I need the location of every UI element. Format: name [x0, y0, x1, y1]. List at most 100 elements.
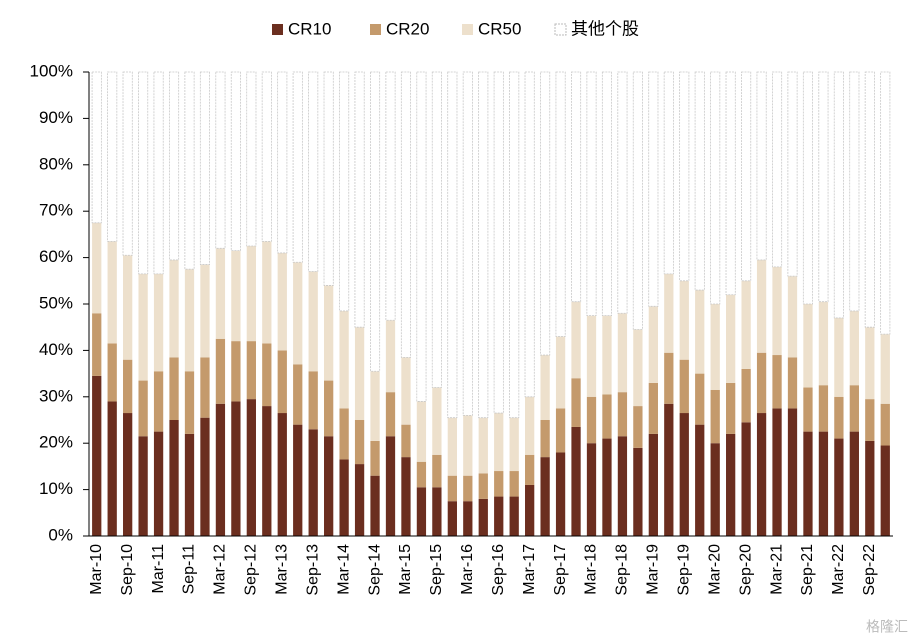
bar-segment: [586, 396, 597, 444]
bar-segment: [695, 290, 705, 374]
bar-segment: [865, 327, 875, 400]
bar-segment: [277, 350, 287, 414]
bar-segment: [571, 301, 581, 379]
bar-segment: [772, 408, 782, 536]
bar-segment: [540, 457, 550, 536]
bar-segment: [339, 71, 350, 312]
bar-segment: [292, 71, 303, 263]
bar-segment: [803, 387, 813, 432]
bar-segment: [308, 371, 318, 430]
bar-segment: [617, 392, 628, 437]
bar-segment: [138, 71, 149, 275]
bar-segment: [230, 71, 241, 252]
x-tick-label: Mar-11: [150, 544, 167, 594]
bar-segment: [802, 71, 813, 305]
bar-segment: [107, 343, 117, 402]
bar-segment: [478, 71, 489, 419]
bar-segment: [586, 71, 597, 317]
bar-segment: [246, 341, 256, 400]
bar-segment: [153, 431, 164, 536]
bar-segment: [772, 71, 783, 268]
bar-segment: [694, 71, 705, 291]
bar-segment: [153, 371, 164, 432]
bar-segment: [586, 315, 597, 397]
bar-segment: [756, 352, 767, 414]
legend-swatch: [462, 24, 473, 35]
bar-segment: [803, 431, 813, 536]
bar-segment: [107, 71, 118, 242]
bar-segment: [277, 413, 287, 536]
bar-segment: [153, 273, 164, 372]
bar-segment: [772, 355, 782, 409]
bar-segment: [339, 459, 349, 536]
bar-segment: [416, 487, 427, 536]
bar-segment: [633, 447, 643, 536]
bar-segment: [725, 71, 736, 296]
bar-segment: [787, 408, 798, 536]
bar-segment: [215, 71, 226, 249]
bar-segment: [525, 454, 535, 485]
bar-segment: [463, 475, 473, 502]
bar-segment: [834, 438, 844, 536]
bar-segment: [91, 71, 102, 224]
bar-segment: [246, 246, 256, 342]
bar-segment: [370, 475, 380, 536]
bar-segment: [632, 71, 643, 330]
bar-segment: [277, 71, 288, 254]
bar-segment: [200, 417, 210, 536]
bar-segment: [602, 438, 612, 536]
bar-segment: [401, 357, 411, 425]
bar-segment: [710, 443, 720, 536]
bar-segment: [648, 433, 658, 536]
bar-segment: [184, 269, 195, 372]
bar-segment: [695, 424, 705, 536]
x-tick-label: Mar-13: [273, 544, 290, 595]
x-tick-label: Mar-20: [706, 544, 723, 595]
legend-label: 其他个股: [571, 19, 639, 38]
bar-segment: [262, 241, 272, 344]
bar-segment: [617, 313, 628, 393]
bar-segment: [880, 445, 890, 536]
bar-segment: [493, 71, 504, 414]
bar-segment: [324, 380, 334, 437]
x-tick-label: Sep-10: [119, 544, 136, 596]
bar-segment: [555, 336, 566, 409]
bar-segment: [385, 71, 396, 321]
bar-segment: [184, 71, 195, 270]
y-tick-label: 90%: [39, 108, 73, 127]
bar-segment: [261, 71, 272, 242]
bar-segment: [664, 403, 674, 536]
bar-segment: [246, 71, 257, 247]
bar-segment: [834, 396, 844, 439]
bar-segment: [509, 417, 519, 472]
bar-segment: [447, 71, 458, 419]
bar-segment: [555, 71, 566, 337]
bar-segment: [153, 71, 164, 275]
x-tick-label: Mar-10: [88, 544, 105, 595]
bar-segment: [571, 378, 581, 427]
bar-segment: [385, 320, 396, 393]
bar-segment: [540, 355, 550, 420]
bar-segment: [370, 371, 380, 441]
bar-segment: [169, 357, 179, 420]
bar-segment: [431, 71, 442, 388]
bar-segment: [586, 443, 597, 536]
bar-segment: [509, 471, 519, 497]
bar-segment: [462, 71, 473, 416]
bar-segment: [818, 431, 829, 536]
bar-segment: [849, 431, 859, 536]
bar-segment: [463, 415, 473, 476]
bar-segment: [92, 375, 102, 536]
bar-segment: [787, 276, 798, 358]
x-tick-label: Sep-20: [737, 544, 754, 596]
bar-segment: [524, 71, 535, 398]
bar-segment: [818, 301, 829, 386]
bar-segment: [277, 252, 287, 351]
bar-segment: [741, 280, 751, 369]
bar-segment: [741, 422, 751, 536]
legend-label: CR50: [478, 19, 521, 38]
bar-segment: [246, 399, 256, 536]
watermark: 格隆汇: [866, 619, 908, 635]
bar-segment: [679, 413, 689, 536]
